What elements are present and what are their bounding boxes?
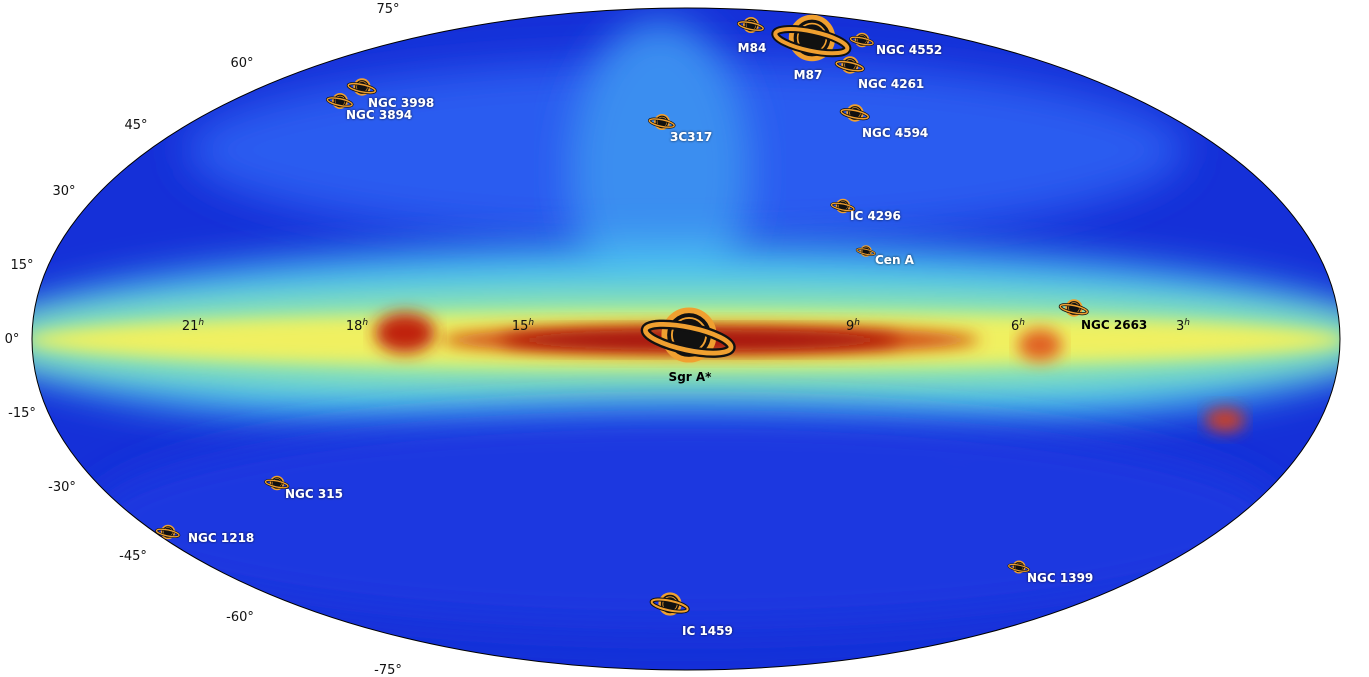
source-label: IC 1459 — [682, 624, 733, 638]
source-label: NGC 3894 — [346, 108, 412, 122]
ra-unit: h — [528, 318, 534, 328]
ra-hour: 21 — [182, 319, 199, 334]
ra-unit: h — [1019, 318, 1025, 328]
ra-unit: h — [854, 318, 860, 328]
latitude-label: -15° — [8, 406, 36, 421]
ra-unit: h — [362, 318, 368, 328]
source-label: 3C317 — [670, 130, 712, 144]
latitude-label: 75° — [376, 2, 399, 17]
latitude-label: 60° — [230, 56, 253, 71]
source-label: Sgr A* — [669, 370, 713, 384]
latitude-label: 30° — [52, 184, 75, 199]
source-label: NGC 4594 — [862, 126, 928, 140]
source-label: NGC 4552 — [876, 43, 942, 57]
source-label: M87 — [794, 68, 823, 82]
latitude-label: -45° — [119, 549, 147, 564]
source-label: M84 — [738, 41, 767, 55]
ra-hour: 15 — [512, 319, 529, 334]
source-label: Cen A — [875, 253, 915, 267]
latitude-label: -30° — [48, 480, 76, 495]
ra-unit: h — [1184, 318, 1190, 328]
latitude-label: -60° — [226, 610, 254, 625]
source-label: NGC 1399 — [1027, 571, 1093, 585]
ra-hour: 3 — [1176, 319, 1184, 334]
latitude-label: 15° — [10, 258, 33, 273]
latitude-label: -75° — [374, 663, 402, 677]
ra-hour: 6 — [1011, 319, 1019, 334]
latitude-label: 0° — [5, 332, 20, 347]
sky-map: 75°60°45°30°15°0°-15°-30°-45°-60°-75°21h… — [0, 0, 1369, 677]
ra-hour: 9 — [846, 319, 854, 334]
latitude-label: 45° — [124, 118, 147, 133]
source-label: NGC 4261 — [858, 77, 924, 91]
ra-hour: 18 — [346, 319, 363, 334]
ra-unit: h — [198, 318, 204, 328]
source-label: IC 4296 — [850, 209, 901, 223]
source-label: NGC 2663 — [1081, 318, 1147, 332]
source-label: NGC 315 — [285, 487, 343, 501]
source-label: NGC 1218 — [188, 531, 254, 545]
